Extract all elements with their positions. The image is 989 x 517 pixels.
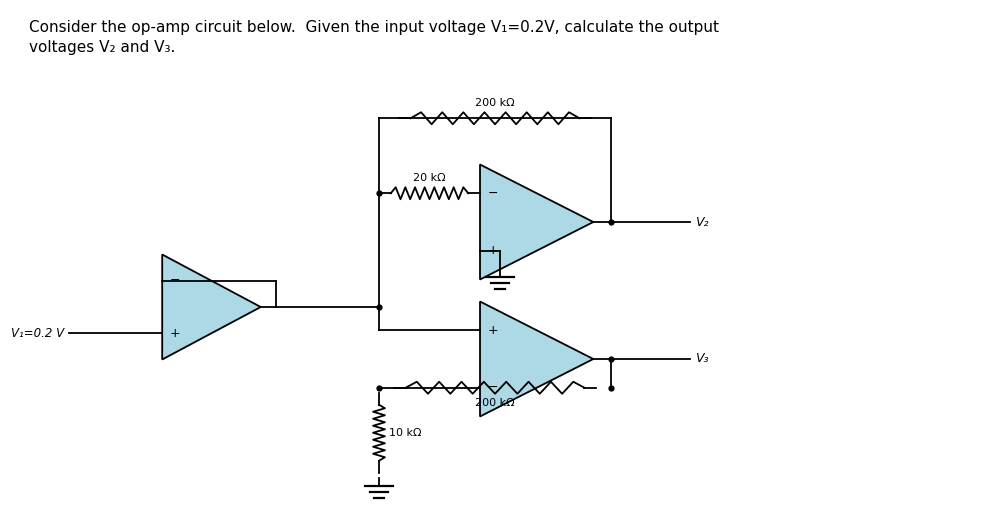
Text: Consider the op-amp circuit below.  Given the input voltage V₁=0.2V, calculate t: Consider the op-amp circuit below. Given…	[29, 20, 719, 35]
Text: V₃: V₃	[695, 353, 708, 366]
Text: 200 kΩ: 200 kΩ	[476, 98, 515, 108]
Text: 200 kΩ: 200 kΩ	[476, 398, 515, 408]
Text: V₁=0.2 V: V₁=0.2 V	[11, 327, 63, 340]
Text: V₂: V₂	[695, 216, 708, 229]
Polygon shape	[480, 301, 593, 417]
Polygon shape	[480, 164, 593, 280]
Text: −: −	[488, 187, 498, 200]
Text: voltages V₂ and V₃.: voltages V₂ and V₃.	[29, 40, 175, 55]
Text: −: −	[488, 381, 498, 394]
Text: 20 kΩ: 20 kΩ	[413, 173, 446, 183]
Text: +: +	[170, 327, 181, 340]
Text: 10 kΩ: 10 kΩ	[389, 428, 421, 438]
Text: −: −	[170, 274, 181, 287]
Polygon shape	[162, 254, 261, 359]
Text: +: +	[488, 244, 498, 257]
Text: +: +	[488, 324, 498, 337]
